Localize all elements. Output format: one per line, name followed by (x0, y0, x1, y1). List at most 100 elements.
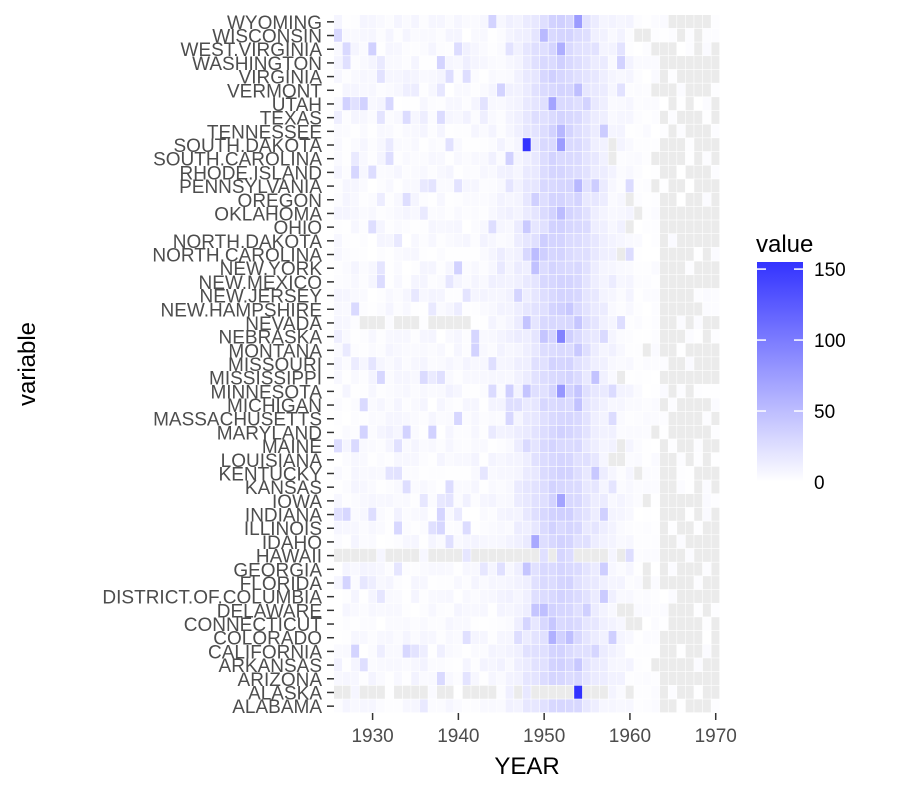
heatmap-cell (496, 192, 505, 207)
heatmap-cell (565, 398, 574, 412)
y-tick-label: SOUTH.CAROLINA (153, 150, 322, 171)
heatmap-cell (617, 562, 626, 576)
heatmap-cell (359, 480, 368, 494)
heatmap-cell (402, 220, 411, 234)
heatmap-cell (608, 302, 617, 316)
heatmap-cell (522, 370, 531, 384)
heatmap-cell (702, 425, 711, 439)
heatmap-cell (496, 42, 505, 56)
y-tick-label: MINNESOTA (210, 382, 322, 403)
heatmap-cell (479, 179, 488, 193)
heatmap-cell (634, 384, 643, 398)
legend-tick-label: 100 (814, 331, 846, 352)
heatmap-cell (539, 28, 548, 42)
heatmap-cell (479, 658, 488, 672)
heatmap-cell (436, 370, 445, 384)
heatmap-cell (548, 685, 557, 699)
heatmap-cell (711, 603, 720, 617)
heatmap-cell (617, 439, 626, 453)
heatmap-cell (531, 658, 540, 672)
heatmap-cell (376, 329, 385, 343)
heatmap-cell (599, 343, 608, 357)
heatmap-cell (394, 685, 403, 699)
heatmap-cell (634, 535, 643, 549)
heatmap-cell (479, 165, 488, 179)
heatmap-cell (668, 220, 677, 234)
heatmap-cell (531, 15, 540, 29)
heatmap-cell (685, 671, 694, 686)
heatmap-cell (419, 220, 428, 234)
heatmap-cell (582, 562, 591, 576)
heatmap-cell (428, 151, 437, 165)
heatmap-cell (411, 411, 420, 425)
heatmap-cell (668, 384, 677, 398)
heatmap-cell (599, 521, 608, 535)
heatmap-cell (642, 494, 651, 508)
heatmap-cell (582, 658, 591, 672)
heatmap-cell (539, 97, 548, 111)
heatmap-cell (496, 165, 505, 179)
heatmap-cell (359, 316, 368, 330)
heatmap-cell (651, 548, 660, 562)
heatmap-cell (702, 480, 711, 494)
heatmap-cell (514, 439, 523, 453)
heatmap-cell (419, 630, 428, 644)
heatmap-cell (574, 589, 583, 603)
heatmap-cell (411, 165, 420, 179)
heatmap-cell (445, 398, 454, 412)
heatmap-cell (428, 411, 437, 425)
heatmap-cell (462, 644, 471, 658)
heatmap-cell (565, 370, 574, 384)
heatmap-cell (702, 603, 711, 617)
heatmap-cell (608, 671, 617, 686)
heatmap-cell (445, 151, 454, 165)
heatmap-cell (514, 42, 523, 56)
heatmap-cell (582, 494, 591, 508)
heatmap-cell (351, 97, 360, 111)
heatmap-cell (591, 425, 600, 439)
heatmap-cell (385, 589, 394, 603)
y-tick-label: VIRGINIA (239, 68, 323, 89)
heatmap-cell (342, 357, 351, 371)
heatmap-cell (522, 56, 531, 70)
heatmap-cell (445, 535, 454, 549)
heatmap-cell (582, 56, 591, 70)
heatmap-cell (445, 576, 454, 590)
heatmap-cell (694, 233, 703, 248)
heatmap-cell (651, 138, 660, 152)
heatmap-cell (351, 370, 360, 384)
heatmap-cell (677, 69, 686, 83)
heatmap-cell (548, 535, 557, 549)
heatmap-cell (471, 398, 480, 412)
heatmap-cell (531, 165, 540, 179)
heatmap-cell (505, 83, 514, 97)
heatmap-cell (548, 302, 557, 316)
heatmap-cell (651, 28, 660, 42)
heatmap-cell (496, 452, 505, 467)
heatmap-cell (625, 233, 634, 248)
heatmap-cell (608, 97, 617, 111)
heatmap-cell (625, 644, 634, 658)
heatmap-cell (351, 302, 360, 316)
heatmap-cell (539, 151, 548, 165)
heatmap-cell (496, 275, 505, 289)
heatmap-cell (694, 576, 703, 590)
heatmap-cell (531, 179, 540, 193)
heatmap-cell (548, 576, 557, 590)
heatmap-cell (557, 56, 565, 70)
heatmap-cell (694, 452, 703, 467)
heatmap-cell (582, 343, 591, 357)
heatmap-cell (548, 124, 557, 138)
heatmap-cell (557, 562, 565, 576)
heatmap-cell (677, 151, 686, 165)
heatmap-cell (694, 480, 703, 494)
y-tick-label: HAWAII (256, 547, 322, 568)
heatmap-cell (539, 138, 548, 152)
heatmap-cell (436, 110, 445, 124)
heatmap-cell (668, 535, 677, 549)
heatmap-cells (334, 15, 720, 713)
heatmap-cell (428, 138, 437, 152)
heatmap-cell (711, 165, 720, 179)
heatmap-cell (599, 247, 608, 261)
